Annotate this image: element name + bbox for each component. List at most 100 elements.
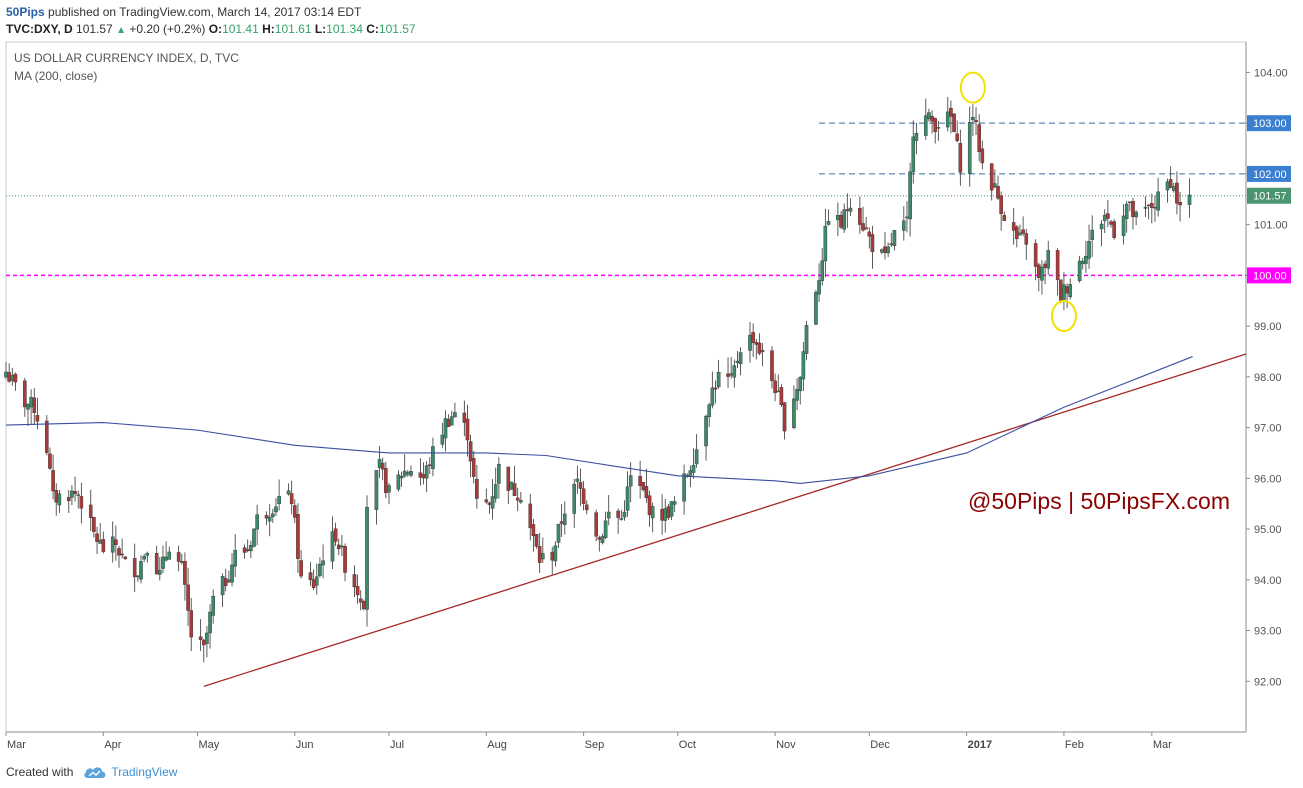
candle-body	[977, 124, 981, 153]
last-price: 101.57	[76, 22, 113, 36]
candle-body	[967, 122, 972, 174]
candle-body	[396, 474, 401, 490]
tradingview-brand: TradingView	[111, 765, 178, 779]
candle-body	[497, 464, 501, 484]
author-link[interactable]: 50Pips	[6, 5, 45, 19]
candle-body	[817, 280, 821, 295]
candle-body	[176, 552, 181, 562]
x-tick-label: Aug	[487, 739, 507, 751]
price-label: 100.00	[1253, 270, 1287, 282]
highlight-circle	[959, 71, 986, 104]
candle-body	[23, 380, 27, 408]
candle-body	[384, 468, 388, 494]
high-value: 101.61	[274, 22, 312, 36]
candle-body	[1156, 191, 1160, 211]
tradingview-link[interactable]: TradingView	[79, 765, 177, 779]
candle-body	[801, 351, 806, 380]
candle-body	[73, 491, 77, 494]
candle-body	[870, 234, 875, 252]
candle-body	[541, 553, 545, 560]
candle-body	[296, 514, 300, 559]
candle-body	[776, 390, 781, 393]
x-tick-label: Dec	[870, 739, 890, 751]
candle-body	[1033, 243, 1038, 267]
candle-body	[572, 483, 577, 514]
candle-body	[814, 292, 818, 325]
candle-body	[751, 332, 755, 343]
candle-body	[462, 412, 467, 423]
candle-body	[227, 579, 231, 583]
candle-body	[923, 115, 928, 136]
candle-body	[999, 195, 1003, 214]
candle-body	[644, 486, 649, 499]
candle-body	[490, 496, 495, 509]
candle-body	[704, 415, 708, 447]
candle-body	[54, 490, 59, 503]
candle-body	[660, 509, 664, 521]
candle-body	[110, 536, 115, 553]
ma200-line	[5, 356, 1193, 484]
candle-body	[471, 458, 476, 477]
candle-body	[95, 533, 99, 542]
candle-body	[427, 464, 432, 466]
candle-body	[183, 561, 187, 585]
candle-body	[861, 223, 865, 231]
close-value: 101.57	[378, 22, 416, 36]
candle-body	[1068, 284, 1073, 298]
candle-body	[726, 373, 730, 377]
candle-body	[1124, 203, 1129, 219]
candle-body	[581, 488, 586, 504]
candle-body	[421, 474, 426, 479]
candle-body	[638, 476, 642, 487]
candle-body	[158, 569, 162, 575]
x-tick-label: Sep	[585, 739, 605, 751]
candle-body	[35, 415, 40, 422]
candle-body	[908, 171, 912, 220]
candle-body	[795, 389, 799, 401]
candle-body	[120, 553, 124, 556]
candle-body	[289, 493, 294, 504]
candle-body	[974, 120, 978, 123]
x-tick-label: 2017	[968, 739, 992, 751]
candle-body	[208, 611, 212, 634]
candle-body	[989, 163, 994, 191]
candle-body	[1099, 223, 1104, 230]
candle-body	[902, 220, 906, 231]
candle-body	[32, 397, 37, 414]
candle-body	[914, 133, 919, 141]
candle-body	[198, 636, 203, 640]
candle-body	[867, 231, 872, 237]
candle-body	[4, 371, 8, 378]
candle-body	[66, 497, 71, 502]
candle-body	[352, 574, 357, 588]
candle-body	[484, 499, 489, 503]
candlestick-chart[interactable]: 92.00 93.00 94.00 95.00 96.00 97.00 98.00 99.00…	[0, 40, 1303, 755]
candle-body	[691, 464, 696, 473]
candle-body	[1171, 186, 1176, 191]
candle-body	[603, 520, 608, 538]
candle-body	[1011, 222, 1016, 231]
candle-body	[886, 246, 890, 254]
candle-body	[716, 371, 721, 388]
candle-body	[1055, 250, 1060, 280]
candle-body	[274, 506, 278, 513]
candle-body	[365, 506, 369, 610]
candle-body	[1143, 206, 1148, 209]
candle-body	[362, 601, 366, 610]
x-tick-label: Feb	[1065, 739, 1084, 751]
candle-body	[641, 481, 646, 491]
candle-body	[123, 556, 128, 559]
candle-body	[343, 546, 347, 573]
candle-body	[770, 350, 774, 381]
candle-body	[625, 486, 630, 511]
candle-body	[892, 230, 897, 246]
y-tick-label: 96.00	[1254, 473, 1282, 485]
candle-body	[1168, 179, 1173, 188]
candle-body	[70, 490, 74, 498]
candle-body	[955, 133, 959, 141]
candle-body	[889, 243, 894, 245]
candle-body	[694, 449, 699, 465]
candle-body	[1058, 279, 1063, 301]
price-label: 103.00	[1253, 118, 1287, 130]
candle-body	[277, 496, 281, 505]
